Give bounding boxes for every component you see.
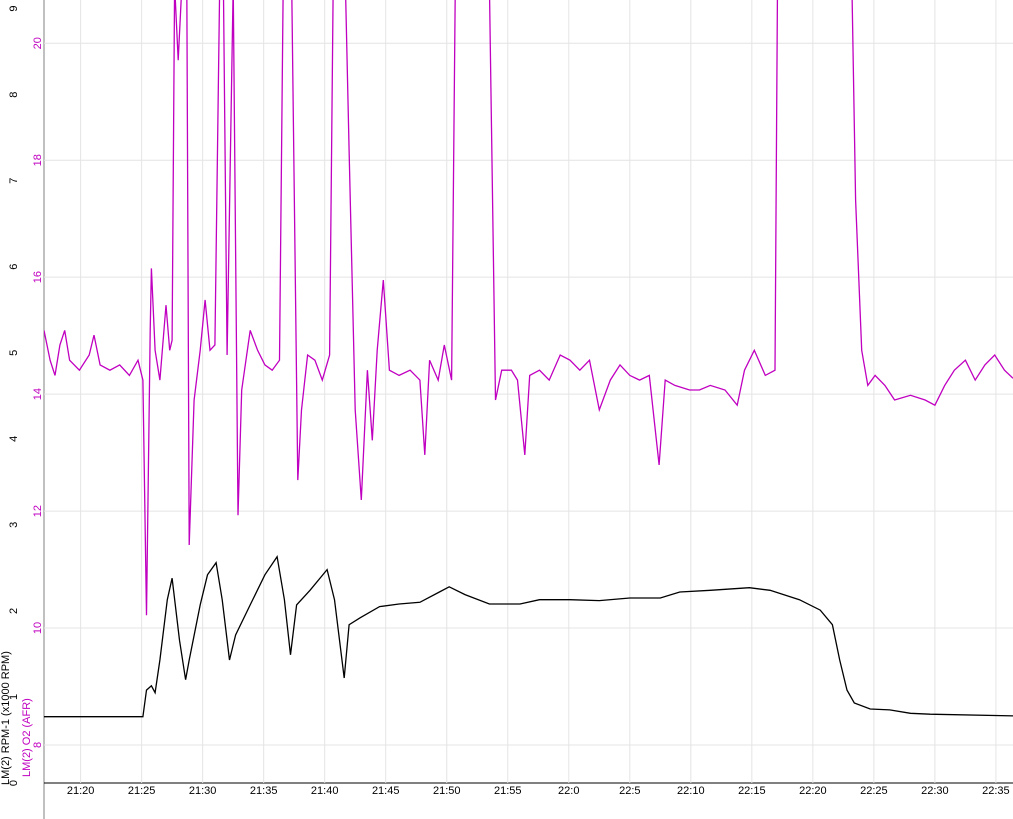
y-tick-label: 7 bbox=[8, 178, 20, 184]
x-tick-label: 22:35 bbox=[982, 785, 1010, 797]
grid bbox=[44, 0, 1013, 783]
y-tick-label: 2 bbox=[8, 608, 20, 614]
y2-tick-label: 10 bbox=[32, 622, 44, 634]
y-tick-label: 8 bbox=[8, 92, 20, 98]
x-tick-label: 22:20 bbox=[799, 785, 827, 797]
y2-tick-label: 16 bbox=[32, 271, 44, 283]
y-tick-label: 4 bbox=[8, 436, 20, 442]
y2-tick-label: 8 bbox=[32, 742, 44, 748]
x-tick-label: 22:5 bbox=[619, 785, 640, 797]
axis-title: LM(2) O2 (AFR) bbox=[21, 698, 33, 777]
x-tick-label: 22:30 bbox=[921, 785, 949, 797]
series-line bbox=[44, 554, 1013, 718]
y2-tick-label: 14 bbox=[32, 388, 44, 400]
y-tick-label: 9 bbox=[8, 6, 20, 12]
x-tick-label: 22:25 bbox=[860, 785, 888, 797]
x-tick-label: 22:15 bbox=[738, 785, 766, 797]
x-tick-label: 21:20 bbox=[67, 785, 95, 797]
x-tick-label: 21:35 bbox=[250, 785, 278, 797]
x-tick-label: 21:30 bbox=[189, 785, 217, 797]
y-tick-label: 0 bbox=[8, 780, 20, 786]
y2-tick-label: 18 bbox=[32, 154, 44, 166]
y-tick-label: 5 bbox=[8, 350, 20, 356]
x-tick-label: 21:40 bbox=[311, 785, 339, 797]
x-tick-label: 21:55 bbox=[494, 785, 522, 797]
y-tick-label: 6 bbox=[8, 264, 20, 270]
series-line bbox=[44, 0, 1013, 616]
y-tick-label: 3 bbox=[8, 522, 20, 528]
y-tick-label: 1 bbox=[8, 694, 20, 700]
x-tick-label: 21:50 bbox=[433, 785, 461, 797]
axis-title: LM(2) RPM-1 (x1000 RPM) bbox=[0, 651, 12, 785]
x-tick-label: 21:45 bbox=[372, 785, 400, 797]
x-tick-label: 21:25 bbox=[128, 785, 156, 797]
x-tick-label: 22:10 bbox=[677, 785, 705, 797]
x-tick-label: 22:0 bbox=[558, 785, 579, 797]
y2-tick-label: 12 bbox=[32, 505, 44, 517]
y2-tick-label: 20 bbox=[32, 37, 44, 49]
